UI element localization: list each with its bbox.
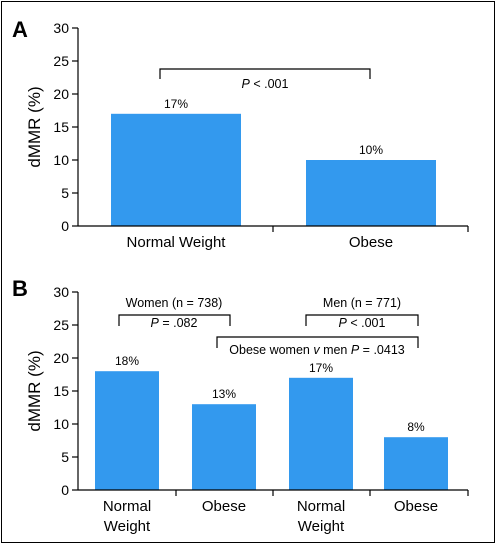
bar xyxy=(95,371,159,490)
x-tick-label: Weight xyxy=(104,518,151,535)
y-tick-label: 10 xyxy=(53,416,69,432)
data-label: 8% xyxy=(407,420,425,434)
x-tick-label: Obese xyxy=(202,498,246,515)
panel-b-men-bracket: Men (n = 771) P < .001 xyxy=(305,296,419,330)
y-tick-label: 30 xyxy=(53,284,69,300)
y-tick-label: 25 xyxy=(53,53,69,69)
y-tick-label: 0 xyxy=(61,482,69,498)
bar xyxy=(192,404,256,490)
x-tick-label: Normal xyxy=(103,498,151,515)
x-tick-label: Obese xyxy=(394,498,438,515)
panel-a: A dMMR (%) 0 5 10 15 20 25 30 17% Normal Weight… xyxy=(12,17,469,251)
y-tick-label: 10 xyxy=(53,152,69,168)
panel-b-women-bracket: Women (n = 738) P = .082 xyxy=(118,296,231,330)
panel-a-p-value: P < .001 xyxy=(242,77,289,91)
panel-b-y-ticks: 0 5 10 15 20 25 30 xyxy=(53,284,78,498)
men-group-label: Men (n = 771) xyxy=(323,296,401,310)
y-tick-label: 20 xyxy=(53,350,69,366)
data-label: 17% xyxy=(309,361,333,375)
data-label: 13% xyxy=(212,387,236,401)
bar xyxy=(306,160,436,226)
x-tick-label: Normal Weight xyxy=(127,234,227,251)
y-tick-label: 30 xyxy=(53,20,69,36)
panel-a-bracket: P < .001 xyxy=(159,68,371,91)
bar xyxy=(111,113,241,226)
y-tick-label: 25 xyxy=(53,317,69,333)
data-label: 10% xyxy=(359,143,383,157)
data-label: 17% xyxy=(164,97,188,111)
x-tick-label: Weight xyxy=(298,518,345,535)
women-group-label: Women (n = 738) xyxy=(126,296,223,310)
y-tick-label: 0 xyxy=(61,218,69,234)
panel-a-label: A xyxy=(12,17,28,42)
x-tick-label: Obese xyxy=(349,234,393,251)
y-tick-label: 5 xyxy=(61,449,69,465)
y-tick-label: 20 xyxy=(53,86,69,102)
men-p-value: P < .001 xyxy=(339,316,386,330)
panel-a-y-axis-label: dMMR (%) xyxy=(25,86,44,167)
y-tick-label: 5 xyxy=(61,185,69,201)
panel-b-label: B xyxy=(12,276,28,301)
y-tick-label: 15 xyxy=(53,383,69,399)
panel-b-obese-bracket: Obese women v men P = .0413 xyxy=(216,336,419,357)
panel-b-bars: 18% Normal Weight 13% Obese 17% Normal Weight 8%… xyxy=(95,354,469,535)
bar xyxy=(289,377,353,490)
x-tick-label: Normal xyxy=(297,498,345,515)
bar xyxy=(384,437,448,490)
data-label: 18% xyxy=(115,354,139,368)
women-p-value: P = .082 xyxy=(151,316,198,330)
obese-comparison-p-value: Obese women v men P = .0413 xyxy=(229,343,405,357)
y-tick-label: 15 xyxy=(53,119,69,135)
panel-a-bars: 17% Normal Weight 10% Obese xyxy=(111,97,469,251)
panel-a-y-ticks: 0 5 10 15 20 25 30 xyxy=(53,20,78,234)
panel-b-y-axis-label: dMMR (%) xyxy=(25,350,44,431)
